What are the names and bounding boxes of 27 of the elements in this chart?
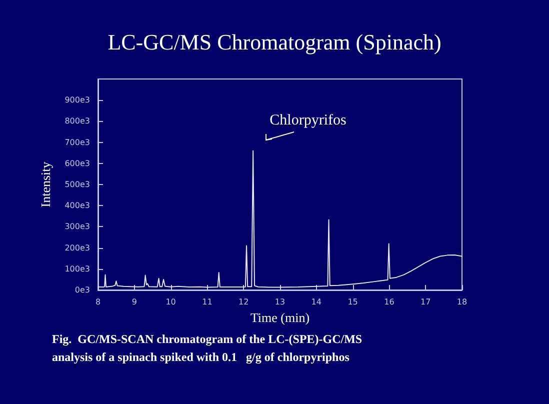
y-tick-label: 300e3 — [64, 222, 90, 232]
x-tick-label: 13 — [274, 298, 286, 306]
x-tick-label: 10 — [166, 298, 176, 306]
y-tick-label: 600e3 — [64, 158, 90, 168]
y-axis-title: Intensity — [38, 161, 53, 208]
y-tick-label: 100e3 — [64, 264, 90, 274]
y-tick-label: 200e3 — [64, 243, 90, 252]
y-tick-label: 500e3 — [64, 180, 90, 189]
text: Fig. GC/MS-SCAN chromatogram of the LC-(SPE)-GC/MS analysis of a spinach spiked with 0.1 g/g of chlorpyriphos — [52, 332, 362, 364]
x-tick-label: 11 — [202, 298, 212, 306]
x-tick-label: 8 — [95, 298, 101, 306]
y-tick-label: 0e3 — [74, 286, 90, 294]
line-series — [98, 150, 462, 288]
x-axis-title: Time (min) — [250, 310, 310, 325]
x-tick-label: 9 — [132, 298, 137, 306]
y-tick-label: 400e3 — [64, 201, 90, 210]
x-tick-label: 18 — [456, 298, 468, 306]
x-tick-label: 17 — [420, 298, 431, 306]
chart-title: LC-GC/MS Chromatogram (Spinach) — [108, 30, 442, 54]
y-tick-label: 800e3 — [64, 116, 90, 126]
x-tick-label: 12 — [238, 298, 249, 306]
annotation: Chlorpyrifos — [270, 112, 346, 128]
x-tick-label: 16 — [384, 298, 394, 306]
y-tick-label: 700e3 — [64, 138, 90, 147]
x-tick-label: 14 — [311, 298, 322, 306]
y-tick-label: 900e3 — [64, 96, 90, 105]
x-tick-label: 15 — [348, 298, 358, 306]
